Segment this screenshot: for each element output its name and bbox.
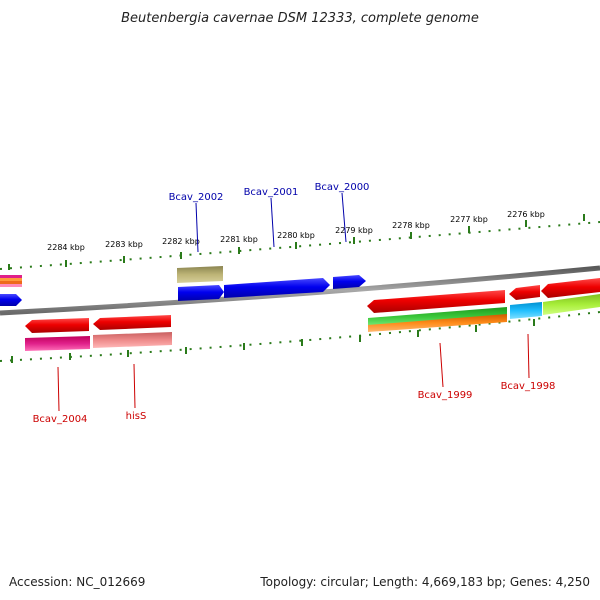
ruler-label: 2279 kbp	[335, 226, 373, 235]
gene-bcav-1998-cyan[interactable]	[510, 302, 542, 319]
gene-bcav-1998[interactable]	[509, 285, 540, 300]
edge-stack-left	[0, 275, 22, 287]
ruler-label: 2284 kbp	[47, 243, 85, 252]
ruler-label: 2277 kbp	[450, 215, 488, 224]
gene-label-hiss[interactable]: hisS	[126, 411, 147, 422]
ruler-label: 2283 kbp	[105, 240, 143, 249]
ruler-label: 2281 kbp	[220, 235, 258, 244]
upper-ruler	[0, 214, 600, 270]
ruler-label: 2278 kbp	[392, 221, 430, 230]
gene-hiss-red[interactable]	[93, 315, 171, 330]
ruler-label: 2282 kbp	[162, 237, 200, 246]
gene-bcav-2001[interactable]	[224, 278, 330, 298]
gene-bcav-1999-red[interactable]	[367, 290, 505, 313]
genome-backbone	[0, 265, 600, 316]
gene-label-bcav-1999[interactable]: Bcav_1999	[418, 390, 473, 401]
gene-bcav-1999[interactable]	[368, 314, 507, 332]
leader-lines	[57, 192, 530, 412]
upper-ruler-major-ticks	[8, 214, 585, 270]
ruler-labels: 2284 kbp 2283 kbp 2282 kbp 2281 kbp 2280…	[47, 210, 545, 252]
ruler-label: 2276 kbp	[507, 210, 545, 219]
gene-label-bcav-1998[interactable]: Bcav_1998	[501, 381, 556, 392]
gene-label-bcav-2002[interactable]: Bcav_2002	[169, 192, 224, 203]
gene-bcav-2004[interactable]	[25, 336, 90, 351]
gene-edge-left-blue[interactable]	[0, 294, 22, 306]
genome-summary-text: Topology: circular; Length: 4,669,183 bp…	[259, 575, 590, 589]
ruler-label: 2280 kbp	[277, 231, 315, 240]
forward-strand-genes	[0, 266, 600, 306]
gene-label-bcav-2004[interactable]: Bcav_2004	[33, 414, 88, 425]
gene-edge-right-lime[interactable]	[543, 294, 600, 315]
gene-label-bcav-2000[interactable]: Bcav_2000	[315, 182, 370, 193]
gene-bcav-2002-blue[interactable]	[178, 285, 224, 301]
gene-label-bcav-2001[interactable]: Bcav_2001	[244, 187, 299, 198]
gene-labels-top: Bcav_2002 Bcav_2001 Bcav_2000	[169, 182, 370, 203]
gene-bcav-2002[interactable]	[177, 266, 223, 283]
lower-ruler-major-ticks	[11, 319, 535, 363]
gene-bcav-1999-green[interactable]	[368, 307, 507, 327]
gene-edge-right-red[interactable]	[541, 278, 600, 298]
accession-text: Accession: NC_012669	[9, 575, 145, 589]
gene-bcav-2004-red[interactable]	[25, 318, 89, 333]
gene-labels-bottom: Bcav_2004 hisS Bcav_1999 Bcav_1998	[33, 381, 556, 425]
gene-hiss[interactable]	[93, 332, 172, 348]
gene-bcav-2000[interactable]	[333, 275, 366, 289]
lower-ruler	[0, 311, 600, 363]
map-title: Beutenbergia cavernae DSM 12333, complet…	[121, 11, 479, 26]
reverse-strand-genes	[25, 285, 600, 351]
